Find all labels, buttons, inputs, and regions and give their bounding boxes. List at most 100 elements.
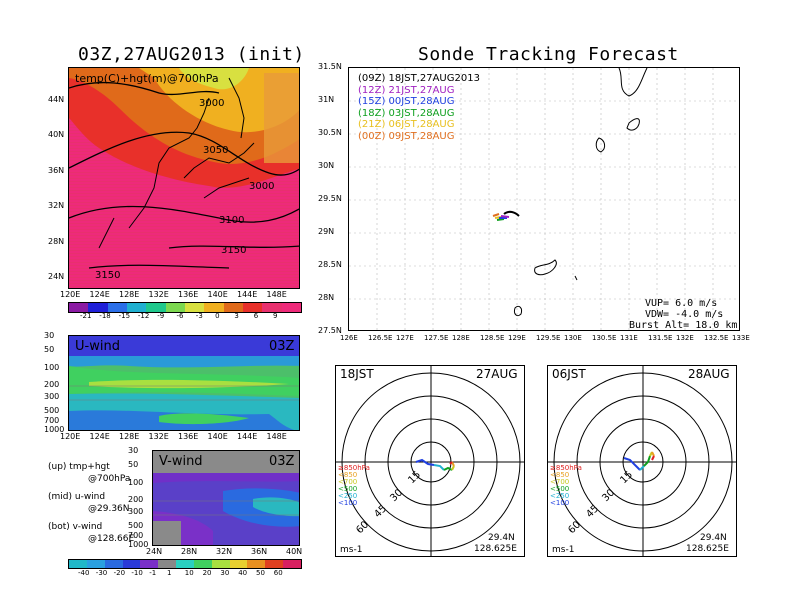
hodograph-trace: [623, 457, 641, 471]
colorbar-label: 6: [253, 312, 259, 320]
lat-tick: 27.5N: [318, 326, 342, 335]
u-wind-plot: U-wind 03Z: [69, 336, 299, 430]
lon-tick: 126.5E: [368, 334, 393, 342]
pressure-tick: 50: [44, 345, 55, 354]
colorbar-swatch: [158, 560, 177, 568]
colorbar-swatch: [242, 303, 263, 312]
lat-tick: 40N: [286, 547, 303, 556]
contour-label: 3050: [203, 145, 228, 156]
colorbar-label: 0: [215, 312, 220, 320]
lon-tick: 148E: [266, 290, 287, 299]
colorbar-label: -40: [78, 569, 90, 577]
contour-label: 3000: [199, 98, 224, 109]
lon-tick: 136E: [178, 290, 199, 299]
lon-tick: 140E: [207, 290, 228, 299]
colorbar-label: 40: [238, 569, 248, 577]
colorbar-label: -12: [137, 312, 150, 320]
colorbar-swatch: [247, 560, 266, 568]
colorbar-swatch: [88, 303, 108, 312]
pressure-tick: 100: [128, 478, 144, 487]
pressure-tick: 30: [128, 446, 139, 455]
burst-text: Burst Alt= 18.0 km: [629, 320, 737, 331]
colorbar-label: 3: [234, 312, 239, 320]
lon-tick: 128E: [119, 290, 140, 299]
colorbar-label: -15: [118, 312, 131, 320]
legend-entry: (00Z) 09JST,28AUG: [358, 130, 455, 142]
legend-entry: (15Z) 00JST,28AUG: [358, 96, 455, 107]
lat-tick: 29N: [318, 227, 335, 236]
note-up-2: @700hPa: [88, 474, 131, 484]
lon-tick: 148E: [266, 432, 287, 441]
note-mid-1: (mid) u-wind: [48, 492, 106, 502]
lat-tick: 31N: [318, 95, 335, 104]
lat-tick: 36N: [251, 547, 268, 556]
colorbar-label: 20: [202, 569, 212, 577]
colorbar-label: -21: [80, 312, 92, 320]
colorbar-swatch: [265, 560, 284, 568]
v-wind-panel: V-wind 03Z: [152, 450, 300, 546]
pressure-tick: 700: [44, 416, 60, 425]
colorbar-swatch: [184, 303, 205, 312]
colorbar-label: 30: [220, 569, 230, 577]
hodograph-level-label: <500: [550, 485, 569, 493]
colorbar-label: 50: [256, 569, 265, 577]
u-wind-panel: U-wind 03Z: [68, 335, 300, 431]
hodograph-ring-label: 60: [354, 519, 371, 536]
sonde-track-plot: VUP= 6.0 m/s VDW= -4.0 m/s Burst Alt= 18…: [349, 68, 739, 331]
hodograph-trace: [449, 461, 453, 465]
legend-entry: (21Z) 06JST,28AUG: [358, 119, 455, 130]
lon-tick: 129E: [508, 334, 526, 342]
lon-tick: 126E: [340, 334, 358, 342]
legend-entry: (09Z) 18JST,27AUG2013: [358, 73, 480, 84]
hodograph-trace: [443, 466, 453, 471]
hodograph-level-label: ≥850hPa: [550, 464, 582, 472]
colorbar-label: -9: [157, 312, 165, 320]
pressure-tick: 500: [128, 521, 144, 530]
hodograph-level-label: <250: [550, 492, 569, 500]
colorbar-swatch: [146, 303, 166, 312]
lon-tick: 131E: [620, 334, 638, 342]
contour-label: 3150: [95, 270, 120, 281]
hodograph-level-label: <100: [338, 499, 357, 507]
lon-tick: 132E: [676, 334, 694, 342]
hodograph-trace: [433, 464, 445, 471]
hodograph-level-label: <700: [338, 478, 357, 486]
colorbar-label: -1: [149, 569, 157, 577]
u-wind-time: 03Z: [269, 339, 295, 354]
lon-tick: 124E: [89, 290, 110, 299]
hodograph-ring-label: 15: [618, 469, 635, 486]
lon-tick: 127.5E: [424, 334, 449, 342]
colorbar-swatch: [223, 303, 243, 312]
pressure-tick: 300: [44, 392, 60, 401]
hodograph-2-plot: 06JST 28AUG ≥850hPa<850<700<500<250<100 153…: [548, 366, 736, 556]
contour-label: 3000: [249, 181, 274, 192]
right-panel-title: Sonde Tracking Forecast: [418, 44, 679, 65]
pressure-tick: 200: [128, 495, 144, 504]
pressure-tick: 30: [44, 331, 55, 340]
v-wind-label: V-wind: [159, 454, 203, 469]
hodograph-lat: 29.4N: [488, 533, 515, 543]
hodograph-level-label: <700: [550, 478, 569, 486]
lat-tick: 40N: [48, 130, 65, 139]
lat-tick: 30.5N: [318, 128, 342, 137]
colorbar-label: 1: [167, 569, 172, 577]
v-wind-plot: V-wind 03Z: [153, 451, 299, 545]
hodograph-lat: 29.4N: [700, 533, 727, 543]
lon-tick: 136E: [178, 432, 199, 441]
colorbar-label: -30: [95, 569, 108, 577]
hodograph-1-plot: 18JST 27AUG ≥850hPa<850<700<500<250<100 153…: [336, 366, 524, 556]
hodograph-lon: 128.625E: [686, 544, 729, 554]
left-panel-title: 03Z,27AUG2013 (init): [78, 44, 305, 65]
hodograph-level-label: <100: [550, 499, 569, 507]
lon-tick: 131.5E: [648, 334, 673, 342]
hodograph-1: 18JST 27AUG ≥850hPa <850 <700 <500 <250 <100 15 3…: [335, 365, 525, 557]
hodograph-ring-label: 30: [388, 487, 405, 504]
hodograph-unit: ms-1: [340, 545, 362, 555]
lon-tick: 128E: [452, 334, 470, 342]
hodograph-trace: [651, 455, 655, 461]
hodograph-ring-label: 45: [372, 503, 389, 520]
colorbar-label: 9: [273, 312, 278, 320]
lon-tick: 120E: [60, 432, 81, 441]
vup-text: VUP= 6.0 m/s: [645, 298, 717, 309]
colorbar-label: -3: [195, 312, 203, 320]
